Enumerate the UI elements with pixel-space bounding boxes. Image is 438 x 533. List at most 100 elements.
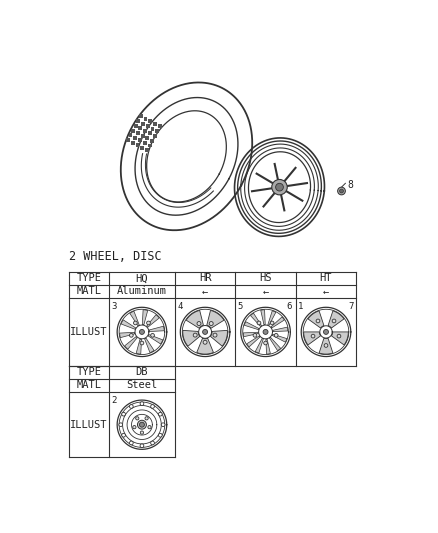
- Circle shape: [134, 321, 137, 325]
- Text: MATL: MATL: [76, 381, 101, 391]
- Circle shape: [193, 333, 197, 337]
- Polygon shape: [136, 339, 141, 354]
- Circle shape: [332, 319, 336, 323]
- Text: Aluminum: Aluminum: [117, 287, 167, 296]
- Polygon shape: [273, 327, 288, 332]
- Bar: [146, 124, 150, 128]
- Bar: [148, 143, 152, 148]
- Circle shape: [148, 425, 151, 429]
- Circle shape: [339, 189, 343, 193]
- Bar: [139, 115, 143, 118]
- Circle shape: [159, 413, 162, 416]
- Polygon shape: [145, 338, 154, 353]
- Polygon shape: [328, 311, 344, 328]
- Text: HR: HR: [199, 273, 212, 284]
- Polygon shape: [269, 337, 281, 351]
- Circle shape: [263, 329, 268, 334]
- Polygon shape: [261, 310, 265, 325]
- Text: HQ: HQ: [136, 273, 148, 284]
- Circle shape: [136, 417, 139, 420]
- Circle shape: [264, 341, 268, 345]
- Circle shape: [139, 422, 145, 427]
- Circle shape: [274, 334, 278, 337]
- Bar: [141, 134, 145, 138]
- Circle shape: [119, 423, 123, 426]
- Text: 2: 2: [111, 396, 117, 405]
- Circle shape: [140, 341, 144, 345]
- Circle shape: [145, 417, 148, 420]
- Circle shape: [316, 319, 320, 323]
- Bar: [133, 136, 137, 140]
- Polygon shape: [266, 339, 270, 354]
- Bar: [148, 132, 152, 135]
- Circle shape: [140, 431, 144, 434]
- Text: DB: DB: [136, 367, 148, 377]
- Bar: [148, 119, 152, 123]
- Bar: [153, 134, 157, 138]
- Text: HS: HS: [259, 273, 272, 284]
- Text: 6: 6: [286, 302, 292, 311]
- Circle shape: [324, 344, 328, 348]
- Polygon shape: [243, 332, 258, 337]
- Bar: [153, 122, 157, 126]
- Text: TYPE: TYPE: [76, 367, 101, 377]
- Bar: [155, 130, 159, 133]
- Polygon shape: [149, 326, 164, 332]
- Circle shape: [122, 433, 125, 437]
- Polygon shape: [272, 334, 287, 342]
- Circle shape: [159, 433, 162, 437]
- Bar: [131, 141, 134, 144]
- Bar: [145, 136, 149, 140]
- Text: ←: ←: [262, 287, 268, 296]
- Circle shape: [276, 183, 283, 191]
- Polygon shape: [255, 338, 263, 353]
- Circle shape: [151, 405, 155, 408]
- Polygon shape: [183, 330, 200, 346]
- Polygon shape: [120, 332, 135, 338]
- Circle shape: [209, 321, 213, 326]
- Bar: [134, 124, 138, 128]
- Circle shape: [133, 425, 136, 429]
- Bar: [141, 122, 145, 125]
- Circle shape: [270, 321, 274, 325]
- Bar: [128, 133, 132, 138]
- Polygon shape: [247, 336, 260, 347]
- Circle shape: [122, 413, 125, 416]
- Circle shape: [130, 334, 133, 337]
- Polygon shape: [308, 311, 324, 328]
- Polygon shape: [319, 338, 333, 354]
- Bar: [136, 131, 140, 135]
- Polygon shape: [186, 310, 203, 328]
- Polygon shape: [147, 314, 159, 327]
- Circle shape: [203, 340, 207, 344]
- Text: 7: 7: [349, 302, 354, 311]
- Circle shape: [324, 329, 328, 334]
- Circle shape: [151, 441, 155, 445]
- Circle shape: [147, 321, 150, 325]
- Polygon shape: [142, 310, 148, 325]
- Circle shape: [338, 187, 346, 195]
- Bar: [150, 139, 154, 143]
- Circle shape: [151, 334, 155, 337]
- Bar: [145, 148, 149, 152]
- Polygon shape: [210, 330, 227, 346]
- Polygon shape: [268, 311, 276, 325]
- Bar: [136, 119, 140, 123]
- Text: ILLUST: ILLUST: [70, 419, 108, 430]
- Circle shape: [311, 334, 315, 338]
- Circle shape: [138, 420, 146, 429]
- Bar: [138, 139, 142, 142]
- Bar: [143, 129, 147, 133]
- Circle shape: [130, 405, 133, 408]
- Polygon shape: [332, 332, 348, 345]
- Text: 8: 8: [347, 180, 353, 190]
- Bar: [144, 117, 148, 121]
- Circle shape: [197, 321, 201, 326]
- Bar: [126, 138, 130, 142]
- Circle shape: [140, 444, 144, 448]
- Circle shape: [337, 334, 341, 338]
- Polygon shape: [271, 317, 284, 328]
- Circle shape: [139, 329, 145, 334]
- Text: ILLUST: ILLUST: [70, 327, 108, 337]
- Circle shape: [203, 329, 208, 334]
